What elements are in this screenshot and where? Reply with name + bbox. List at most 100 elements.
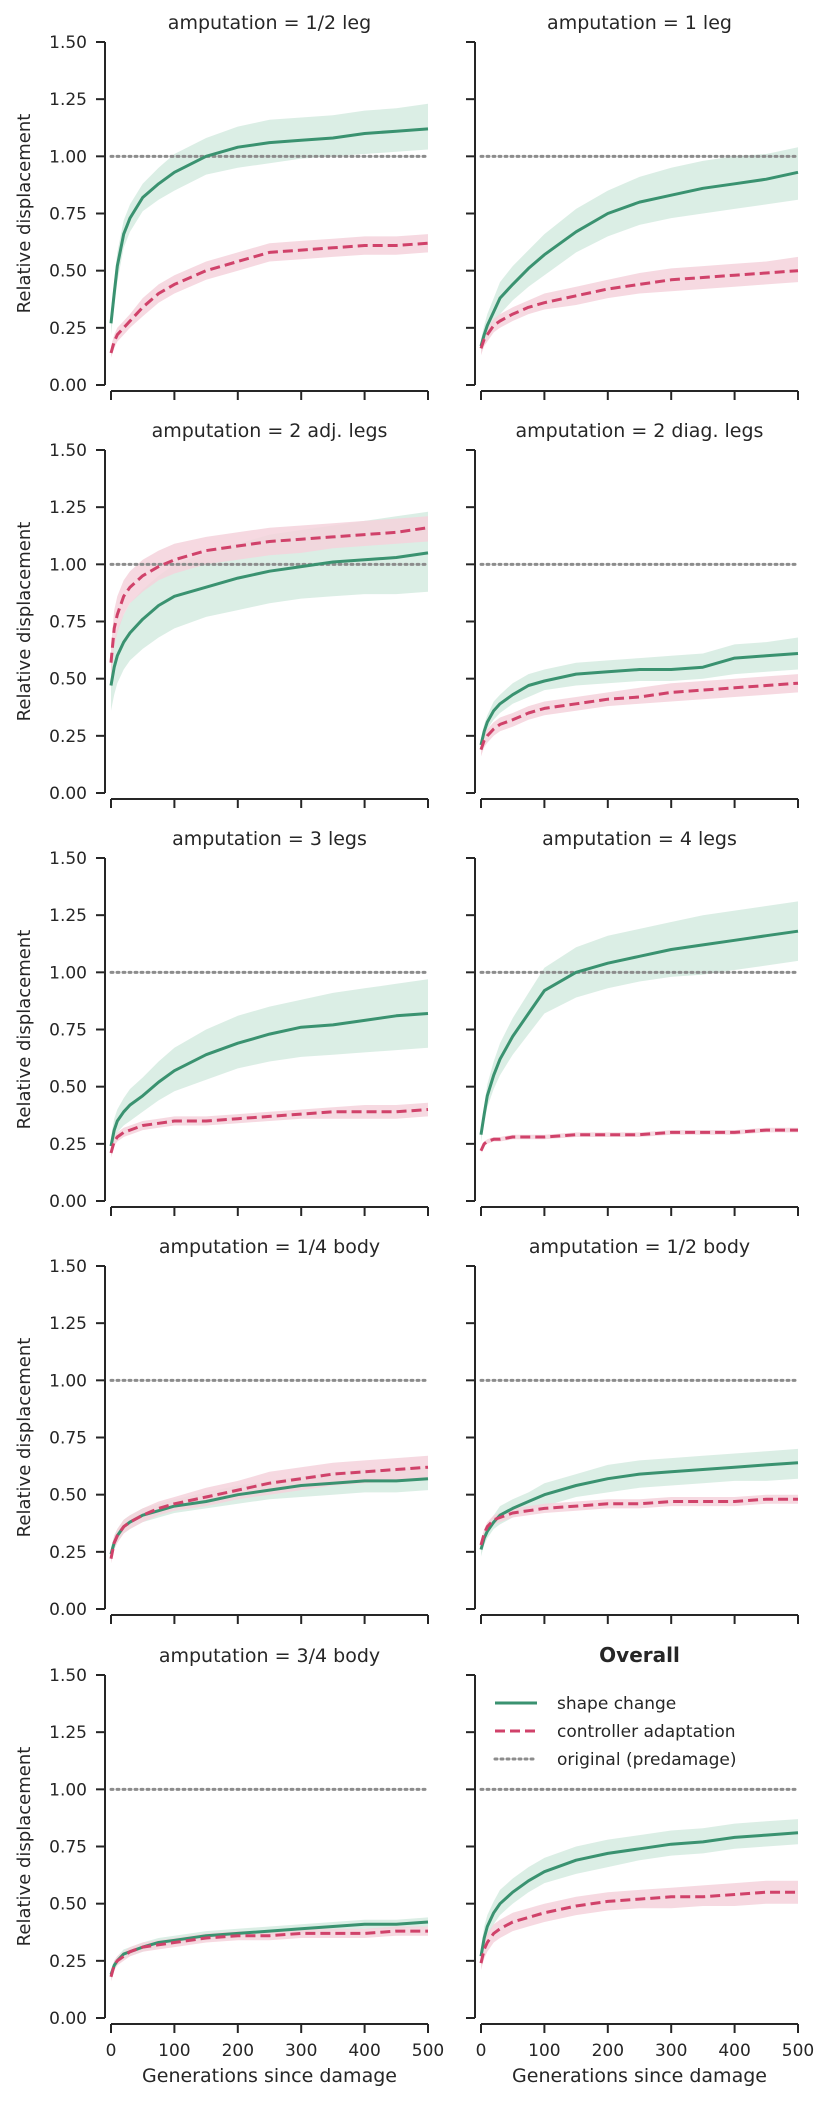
panel-1: amputation = 1/2 leg 0.00 0.25 0.50 0.75 1.00…	[14, 12, 430, 400]
y-tick-label: 1.50	[49, 849, 87, 869]
shape-change-line	[479, 170, 799, 347]
controller-adaptation-line	[109, 1465, 429, 1559]
panel-3: amputation = 2 adj. legs 0.00 0.25 0.50 0.75…	[14, 420, 430, 808]
shape-change-line	[479, 1831, 799, 1957]
y-tick-label: 0.50	[49, 262, 87, 282]
shape-change-band	[481, 1819, 798, 1966]
y-axis-label: Relative displacement	[14, 1338, 35, 1538]
y-tick-label: 1.50	[49, 1666, 87, 1686]
x-tick-label: 200	[592, 2041, 624, 2061]
panel-title: amputation = 3/4 body	[159, 1645, 380, 1667]
y-tick-label: 0.25	[49, 727, 87, 747]
y-tick-label: 0.00	[49, 784, 87, 804]
y-tick-label: 1.25	[49, 1723, 87, 1743]
controller-adaptation-line	[109, 1108, 429, 1154]
panel-title: amputation = 3 legs	[172, 828, 367, 850]
y-tick-label: 0.75	[49, 1838, 87, 1858]
controller-adaptation-band	[481, 1880, 798, 1970]
controller-adaptation-line	[479, 269, 799, 349]
y-tick-label: 1.25	[49, 90, 87, 110]
legend: shape change controller adaptation origina…	[493, 1694, 737, 1770]
y-tick-label: 1.00	[49, 1371, 87, 1391]
y-tick-label: 0.00	[49, 376, 87, 396]
controller-adaptation-line	[479, 681, 799, 751]
shape-change-band	[481, 637, 798, 752]
shape-change-band	[111, 103, 428, 335]
panel-title: amputation = 1/4 body	[159, 1236, 380, 1258]
controller-adaptation-band	[111, 516, 428, 679]
x-tick-label: 0	[476, 2041, 487, 2061]
panel-title: Overall	[599, 1643, 680, 1667]
shape-change-band	[481, 1448, 798, 1557]
y-tick-label: 1.00	[49, 555, 87, 575]
x-axis-label: Generations since damage	[512, 2065, 767, 2087]
legend-label-3: original (predamage)	[557, 1750, 737, 1770]
y-tick-label: 1.50	[49, 441, 87, 461]
y-tick-label: 1.50	[49, 33, 87, 53]
shape-change-band	[481, 901, 798, 1142]
y-tick-label: 0.50	[49, 1895, 87, 1915]
x-tick-label: 200	[222, 2041, 254, 2061]
x-tick-label: 500	[782, 2041, 814, 2061]
x-tick-label: 300	[655, 2041, 687, 2061]
shape-change-line	[479, 652, 799, 746]
y-axis-label: Relative displacement	[14, 522, 35, 722]
shape-change-line	[109, 551, 429, 686]
y-tick-label: 0.75	[49, 205, 87, 225]
y-tick-label: 1.50	[49, 1257, 87, 1277]
panel-title: amputation = 1 leg	[547, 12, 732, 34]
y-tick-label: 0.25	[49, 319, 87, 339]
panel-title: amputation = 1/2 leg	[168, 12, 371, 34]
panel-6: amputation = 4 legs	[466, 828, 800, 1216]
panel-5: amputation = 3 legs 0.00 0.25 0.50 0.75 1.00 1…	[14, 828, 430, 1216]
y-axis-label: Relative displacement	[14, 930, 35, 1130]
y-tick-label: 1.25	[49, 1314, 87, 1334]
y-tick-label: 0.00	[49, 1600, 87, 1620]
y-tick-label: 0.50	[49, 1078, 87, 1098]
panel-10: Overall 0 100 200 300 400 500 Generations since…	[466, 1643, 814, 2087]
x-tick-label: 0	[106, 2041, 117, 2061]
controller-adaptation-line	[109, 1929, 428, 1978]
panel-title: amputation = 2 diag. legs	[516, 420, 764, 442]
y-tick-label: 1.00	[49, 963, 87, 983]
shape-change-band	[111, 1467, 428, 1561]
x-tick-label: 400	[718, 2041, 750, 2061]
x-tick-label: 500	[412, 2041, 444, 2061]
y-axis-label: Relative displacement	[14, 1747, 35, 1947]
shape-change-band	[111, 979, 428, 1156]
shape-change-line	[109, 1477, 429, 1555]
shape-change-line	[479, 929, 799, 1135]
controller-adaptation-line	[479, 1128, 798, 1152]
shape-change-line	[109, 1012, 429, 1147]
x-axis-label: Generations since damage	[142, 2065, 397, 2087]
shape-change-line	[109, 127, 429, 324]
controller-adaptation-line	[479, 1890, 798, 1964]
y-tick-label: 0.25	[49, 1543, 87, 1563]
y-tick-label: 0.75	[49, 1021, 87, 1041]
y-tick-label: 0.25	[49, 1135, 87, 1155]
controller-adaptation-line	[109, 526, 429, 663]
panel-title: amputation = 1/2 body	[529, 1236, 750, 1258]
controller-adaptation-band	[481, 1127, 798, 1153]
panel-title: amputation = 2 adj. legs	[152, 420, 388, 442]
y-tick-label: 0.75	[49, 1429, 87, 1449]
y-tick-label: 0.50	[49, 670, 87, 690]
y-axis-label: Relative displacement	[14, 114, 35, 314]
shape-change-line	[479, 1461, 799, 1550]
y-tick-label: 0.25	[49, 1952, 87, 1972]
controller-adaptation-band	[481, 256, 798, 356]
legend-label-2: controller adaptation	[557, 1722, 736, 1742]
panel-7: amputation = 1/4 body 0.00 0.25 0.50 0.75 1.0…	[14, 1236, 430, 1624]
panel-8: amputation = 1/2 body	[466, 1236, 800, 1624]
panel-title: amputation = 4 legs	[542, 828, 737, 850]
legend-label-1: shape change	[557, 1694, 676, 1714]
y-tick-label: 1.25	[49, 906, 87, 926]
controller-adaptation-line	[109, 241, 429, 354]
y-tick-label: 1.00	[49, 147, 87, 167]
y-tick-label: 0.50	[49, 1486, 87, 1506]
shape-change-band	[481, 147, 798, 353]
y-tick-label: 1.25	[49, 498, 87, 518]
y-tick-label: 1.00	[49, 1780, 87, 1800]
x-tick-label: 100	[528, 2041, 560, 2061]
